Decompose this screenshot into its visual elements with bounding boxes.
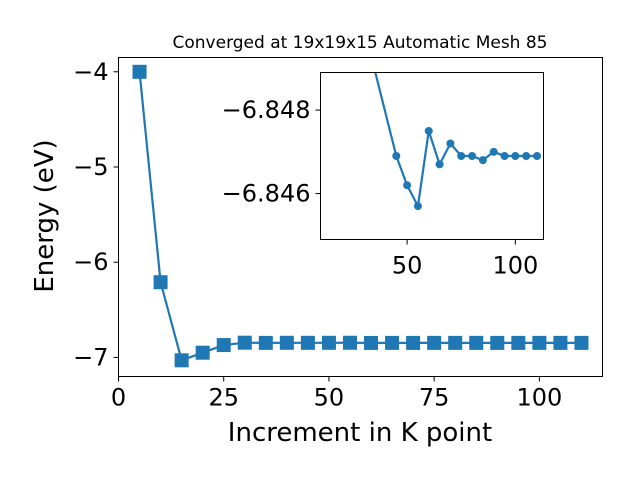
- y-tick-label: −7: [73, 343, 108, 371]
- y-tick-label: −5: [73, 153, 108, 181]
- data-point: [279, 335, 294, 350]
- data-point: [406, 335, 421, 350]
- data-point: [500, 152, 509, 160]
- data-point: [469, 335, 484, 350]
- x-tick-label: 100: [492, 252, 538, 280]
- data-point: [216, 338, 231, 353]
- main-series: [132, 64, 589, 368]
- y-tick-label: −4: [73, 58, 108, 86]
- series-line: [138, 71, 582, 362]
- data-point: [478, 156, 487, 165]
- data-point: [490, 335, 505, 350]
- x-tick-label: 75: [419, 384, 450, 412]
- y-tick-label: −6: [73, 248, 108, 276]
- data-point: [300, 335, 315, 350]
- data-point: [132, 64, 147, 79]
- data-point: [522, 152, 531, 160]
- x-tick-label: 100: [516, 384, 562, 412]
- data-point: [364, 335, 379, 350]
- data-point: [174, 353, 189, 368]
- y-tick-label: −6.846: [222, 180, 311, 208]
- data-point: [489, 147, 498, 156]
- inset-x-axis: 50 100: [392, 239, 538, 280]
- chart-title: Converged at 19x19x15 Automatic Mesh 85: [173, 33, 548, 53]
- main-plot: Converged at 19x19x15 Automatic Mesh 85 …: [30, 33, 603, 448]
- data-point: [446, 139, 455, 148]
- data-point: [553, 335, 568, 350]
- inset-plot-frame: [320, 72, 544, 240]
- data-point: [392, 152, 401, 160]
- data-point: [321, 335, 336, 350]
- data-point: [511, 152, 520, 160]
- inset-series: [374, 72, 542, 211]
- main-y-axis: −7 −6 −5 −4: [73, 58, 119, 371]
- y-tick-label: −6.848: [222, 96, 311, 124]
- main-plot-frame: [118, 57, 603, 377]
- inset-plot: 50 100 −6.848 −6.846: [222, 72, 544, 280]
- x-tick-label: 50: [314, 384, 345, 412]
- data-point: [385, 335, 400, 350]
- data-point: [457, 152, 466, 160]
- data-point: [532, 335, 547, 350]
- x-tick-label: 50: [392, 252, 423, 280]
- y-axis-label: Energy (eV): [30, 139, 60, 292]
- data-point: [153, 275, 168, 290]
- data-point: [342, 335, 357, 350]
- inset-y-axis: −6.848 −6.846: [222, 96, 321, 208]
- main-x-axis: 0 25 50 75 100: [111, 376, 562, 412]
- data-point: [195, 345, 210, 360]
- data-point: [448, 335, 463, 350]
- data-point: [424, 126, 433, 135]
- data-point: [574, 335, 589, 350]
- data-point: [468, 152, 477, 160]
- data-point: [427, 335, 442, 350]
- data-point: [403, 181, 412, 190]
- data-point: [237, 335, 252, 350]
- data-point: [435, 160, 444, 169]
- data-point: [533, 152, 542, 160]
- data-point: [413, 202, 422, 211]
- x-tick-label: 25: [208, 384, 239, 412]
- data-point: [511, 335, 526, 350]
- x-tick-label: 0: [111, 384, 126, 412]
- x-axis-label: Increment in K point: [228, 418, 492, 448]
- data-point: [258, 335, 273, 350]
